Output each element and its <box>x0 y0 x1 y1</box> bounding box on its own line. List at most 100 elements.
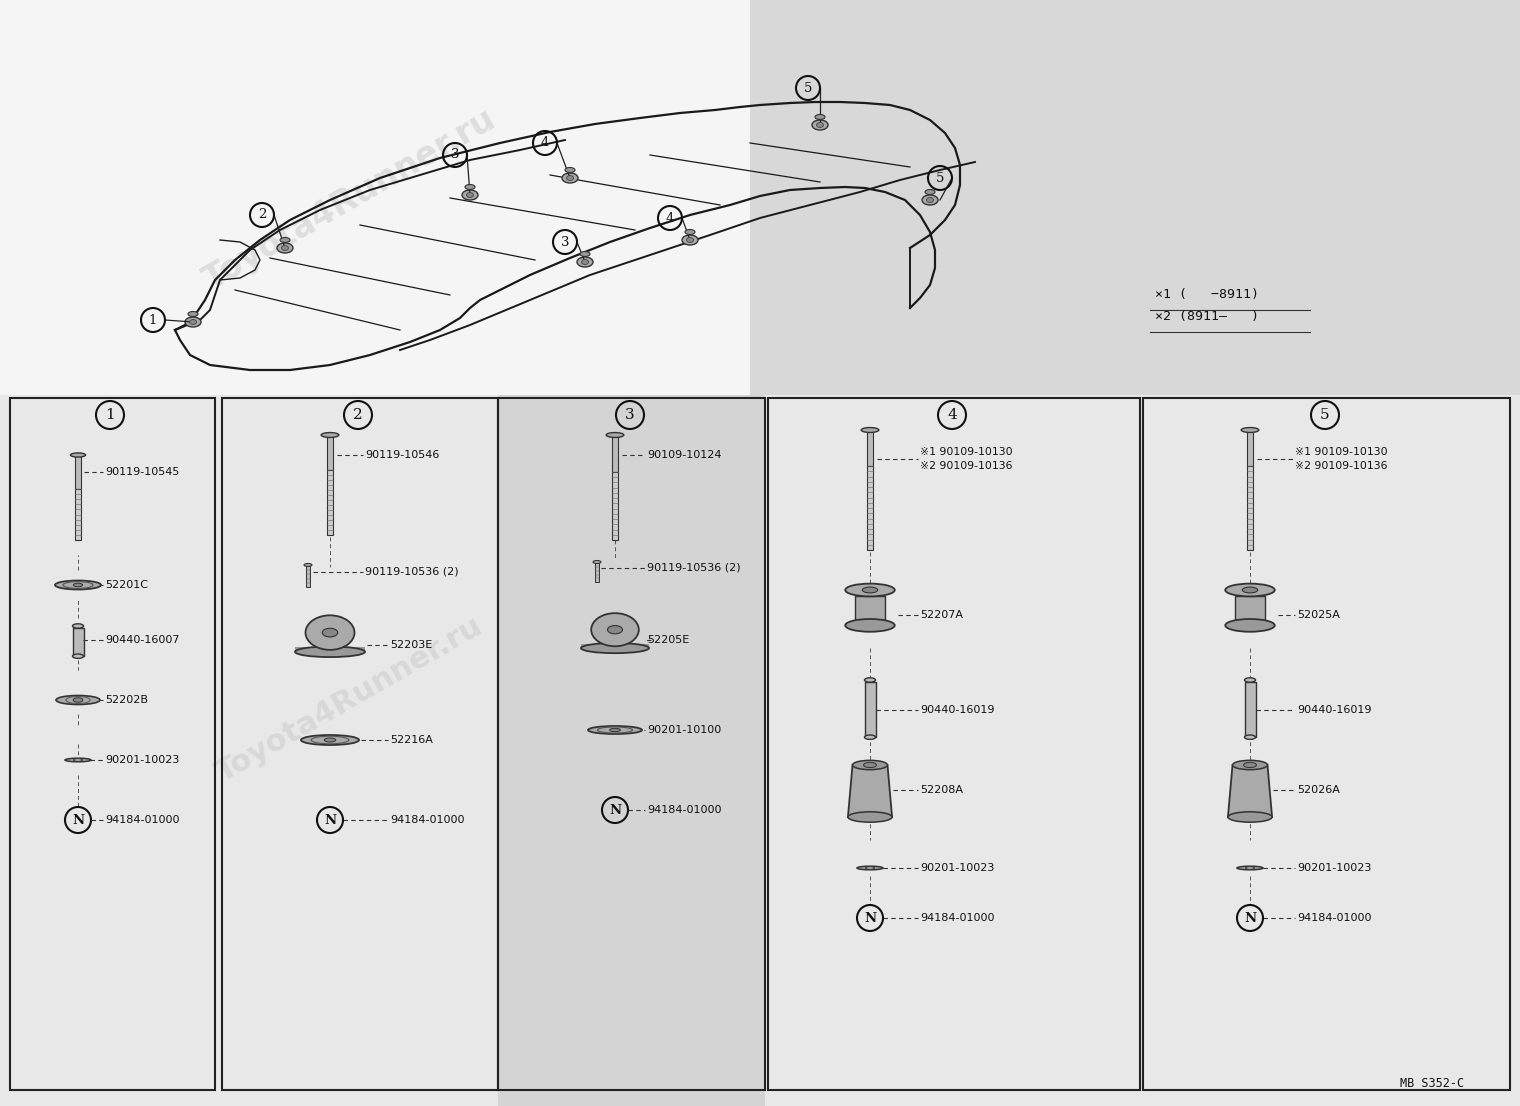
Bar <box>499 395 765 1106</box>
Ellipse shape <box>190 320 196 324</box>
Text: 94184-01000: 94184-01000 <box>920 912 994 924</box>
Text: 2: 2 <box>353 408 363 422</box>
Bar <box>854 596 885 625</box>
Ellipse shape <box>682 234 698 246</box>
Ellipse shape <box>865 867 874 869</box>
Text: 90440-16019: 90440-16019 <box>1297 705 1371 714</box>
Bar <box>76 489 81 540</box>
Ellipse shape <box>857 866 883 869</box>
Ellipse shape <box>686 230 695 234</box>
Text: ※1 90109-10130: ※1 90109-10130 <box>1295 447 1388 457</box>
Text: 90201-10023: 90201-10023 <box>1297 863 1371 873</box>
Polygon shape <box>848 765 892 817</box>
Ellipse shape <box>55 581 100 589</box>
Ellipse shape <box>606 432 623 438</box>
Ellipse shape <box>687 238 693 242</box>
Text: 52207A: 52207A <box>920 611 964 620</box>
Bar <box>0 395 1520 1106</box>
Ellipse shape <box>567 176 573 180</box>
Text: N: N <box>863 911 876 925</box>
Bar <box>1234 596 1265 625</box>
Ellipse shape <box>465 185 474 189</box>
Text: 94184-01000: 94184-01000 <box>1297 912 1371 924</box>
Bar <box>613 472 619 540</box>
Text: 90440-16019: 90440-16019 <box>920 705 994 714</box>
Bar <box>1246 430 1252 466</box>
Ellipse shape <box>280 238 290 242</box>
Text: 90119-10545: 90119-10545 <box>105 467 179 477</box>
Ellipse shape <box>865 678 876 682</box>
Bar <box>499 398 765 1091</box>
Ellipse shape <box>862 428 879 432</box>
Bar <box>581 644 649 648</box>
Ellipse shape <box>65 759 91 762</box>
Bar <box>594 562 599 582</box>
Text: 1: 1 <box>105 408 116 422</box>
Text: ×2 (8911–   ): ×2 (8911– ) <box>1155 310 1259 323</box>
Text: 1: 1 <box>149 313 157 326</box>
Ellipse shape <box>581 251 590 257</box>
Polygon shape <box>1228 765 1272 817</box>
Text: 52026A: 52026A <box>1297 785 1339 795</box>
Ellipse shape <box>73 654 84 658</box>
Bar <box>749 0 1520 395</box>
Ellipse shape <box>1225 619 1275 632</box>
Ellipse shape <box>56 696 100 705</box>
Text: N: N <box>324 814 336 826</box>
Ellipse shape <box>467 192 474 198</box>
Text: 90119-10536 (2): 90119-10536 (2) <box>648 563 740 573</box>
Text: 52025A: 52025A <box>1297 611 1339 620</box>
Ellipse shape <box>565 167 575 173</box>
Ellipse shape <box>295 647 365 657</box>
Text: MB S352-C: MB S352-C <box>1400 1077 1464 1091</box>
Ellipse shape <box>593 561 600 563</box>
Ellipse shape <box>73 759 82 761</box>
Text: 5: 5 <box>1321 408 1330 422</box>
Ellipse shape <box>306 615 354 650</box>
Text: 94184-01000: 94184-01000 <box>391 815 465 825</box>
Ellipse shape <box>1225 584 1275 596</box>
Ellipse shape <box>815 115 825 119</box>
Ellipse shape <box>927 198 933 202</box>
Text: 3: 3 <box>625 408 635 422</box>
Ellipse shape <box>581 643 649 654</box>
Text: 52205E: 52205E <box>648 635 689 645</box>
Ellipse shape <box>848 812 892 822</box>
Ellipse shape <box>73 624 84 628</box>
Text: 94184-01000: 94184-01000 <box>648 805 722 815</box>
Text: ※2 90109-10136: ※2 90109-10136 <box>1295 461 1388 471</box>
Ellipse shape <box>610 729 620 731</box>
Text: 4: 4 <box>666 211 675 225</box>
Text: 4: 4 <box>541 136 549 149</box>
Bar <box>222 398 499 1091</box>
Ellipse shape <box>322 628 337 637</box>
Bar <box>865 682 876 738</box>
Ellipse shape <box>812 119 828 131</box>
Text: ×1 (   −8911): ×1 ( −8911) <box>1155 288 1259 301</box>
Ellipse shape <box>1245 678 1256 682</box>
Bar <box>866 430 872 466</box>
Ellipse shape <box>277 243 293 253</box>
Text: 52216A: 52216A <box>391 735 433 745</box>
Ellipse shape <box>926 189 935 195</box>
Text: ※1 90109-10130: ※1 90109-10130 <box>920 447 1012 457</box>
Bar <box>1246 466 1252 550</box>
Bar <box>306 565 310 587</box>
Text: N: N <box>610 803 622 816</box>
Bar <box>76 455 81 489</box>
Ellipse shape <box>1237 866 1263 869</box>
Ellipse shape <box>1243 762 1257 768</box>
Ellipse shape <box>304 563 312 566</box>
Ellipse shape <box>845 584 895 596</box>
Bar <box>499 398 765 1091</box>
Text: Toyota4Runner.ru: Toyota4Runner.ru <box>198 103 502 298</box>
Ellipse shape <box>321 432 339 438</box>
Ellipse shape <box>862 587 877 593</box>
Ellipse shape <box>853 760 888 770</box>
Text: 52208A: 52208A <box>920 785 964 795</box>
Bar <box>613 435 619 472</box>
Text: 90119-10546: 90119-10546 <box>365 450 439 460</box>
Text: 90119-10536 (2): 90119-10536 (2) <box>365 567 459 577</box>
Bar <box>327 470 333 535</box>
Text: 90109-10124: 90109-10124 <box>648 450 722 460</box>
